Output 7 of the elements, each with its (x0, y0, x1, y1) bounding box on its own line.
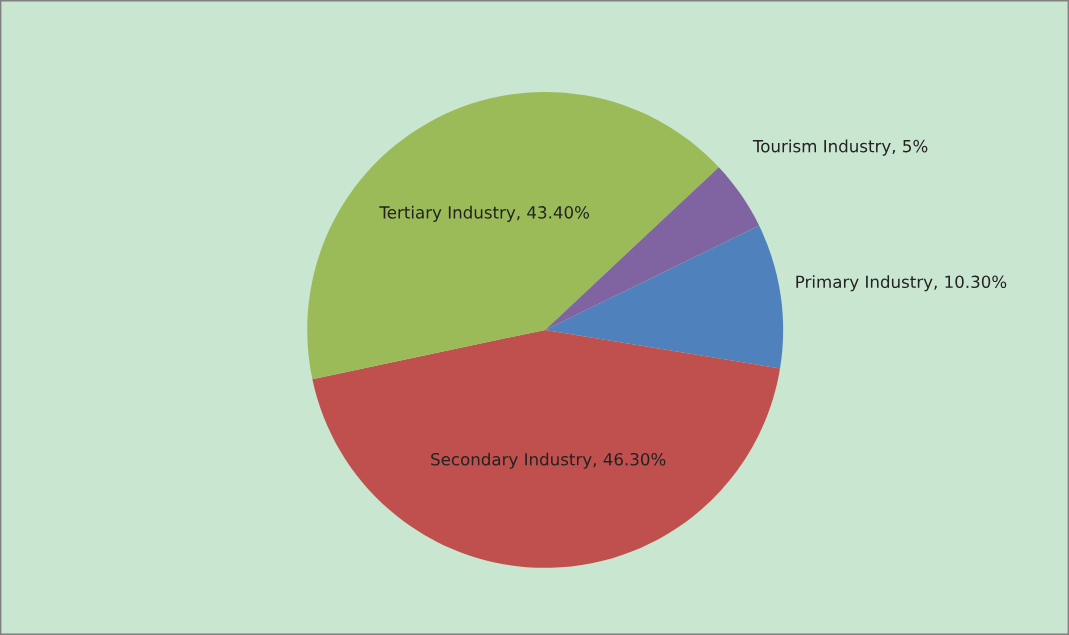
slice-label: Tertiary Industry, 43.40% (379, 205, 590, 222)
pie-slice (307, 91, 719, 380)
pie-slice (545, 225, 784, 369)
slice-label: Primary Industry, 10.30% (796, 275, 1007, 292)
slice-label: Tourism Industry, 5% (752, 139, 928, 156)
slice-label: Secondary Industry, 46.30% (431, 452, 666, 469)
pie-slice (312, 329, 781, 568)
